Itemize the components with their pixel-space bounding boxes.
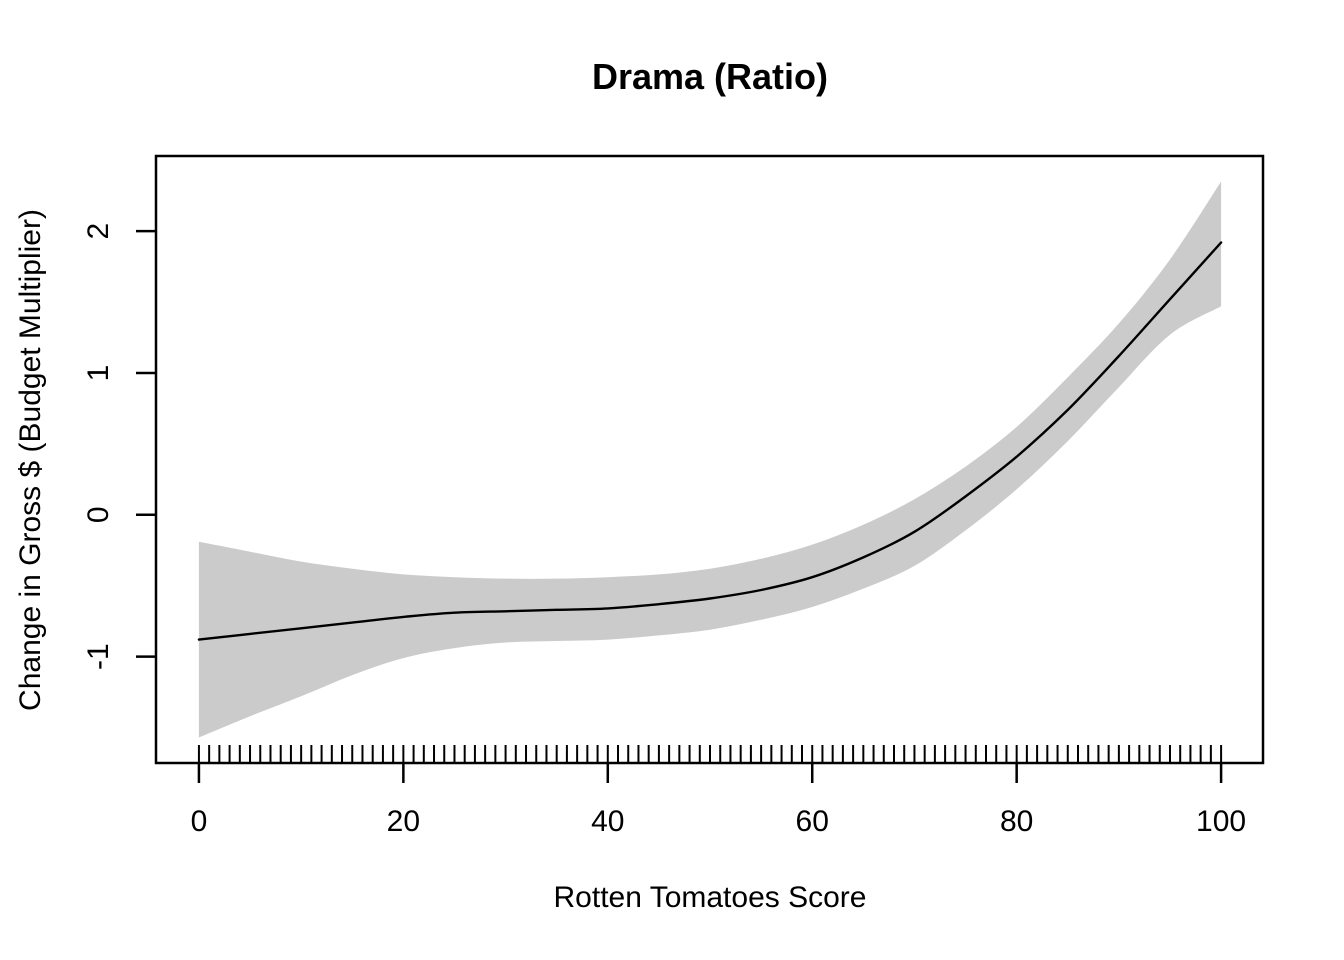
y-tick-label: 0: [82, 506, 115, 523]
x-axis-label: Rotten Tomatoes Score: [554, 881, 867, 914]
y-tick-label: 1: [82, 365, 115, 382]
x-tick-label: 20: [387, 805, 420, 838]
chart-title: Drama (Ratio): [592, 56, 828, 97]
confidence-band: [198, 181, 1222, 738]
y-tick-label: 2: [82, 223, 115, 240]
rug-layer: [197, 745, 1223, 763]
x-tick-label: 80: [1000, 805, 1033, 838]
fit-line-layer: [197, 241, 1223, 641]
y-axis-label: Change in Gross $ (Budget Multiplier): [14, 209, 47, 711]
y-tick-label: -1: [82, 643, 115, 670]
x-tick-label: 100: [1196, 805, 1246, 838]
axis-ticks-layer: [136, 229, 1223, 783]
plot-box-layer: [154, 154, 1265, 765]
confidence-band-layer: [198, 181, 1222, 738]
tick-labels-layer: 0 20 40 60 80 100 -1 0 1 2: [82, 223, 1246, 838]
plot-box: [154, 154, 1265, 765]
x-tick-label: 40: [591, 805, 624, 838]
x-tick-label: 60: [796, 805, 829, 838]
fit-line: [197, 241, 1223, 641]
x-tick-label: 0: [191, 805, 208, 838]
